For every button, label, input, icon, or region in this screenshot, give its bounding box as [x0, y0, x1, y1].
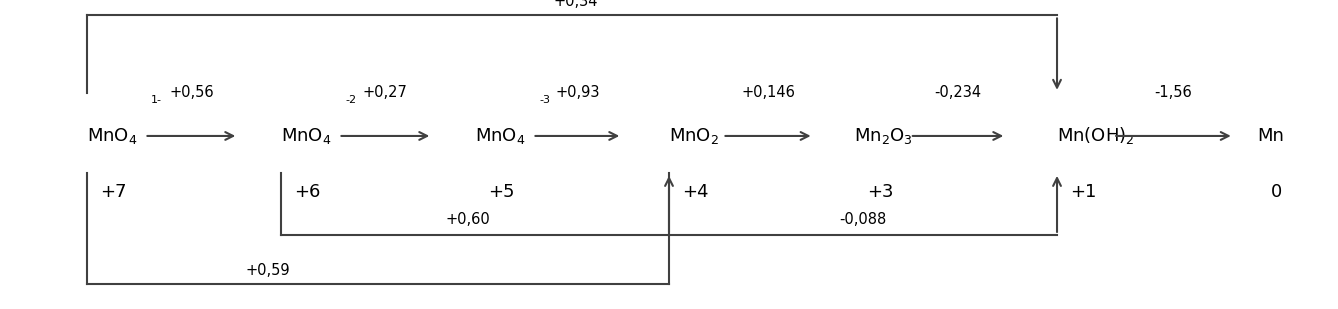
Text: +0,146: +0,146 — [741, 85, 795, 100]
Text: -0,234: -0,234 — [934, 85, 982, 100]
Text: 1-: 1- — [151, 95, 162, 105]
Text: +0,34: +0,34 — [553, 0, 598, 9]
Text: +0,56: +0,56 — [169, 85, 214, 100]
Text: MnO$_2$: MnO$_2$ — [669, 126, 719, 146]
Text: -0,088: -0,088 — [839, 212, 887, 227]
Text: MnO$_4$: MnO$_4$ — [475, 126, 526, 146]
Text: Mn$_2$O$_3$: Mn$_2$O$_3$ — [854, 126, 913, 146]
Text: +4: +4 — [682, 183, 709, 201]
Text: MnO$_4$: MnO$_4$ — [87, 126, 138, 146]
Text: Mn(OH)$_2$: Mn(OH)$_2$ — [1057, 125, 1135, 146]
Text: +5: +5 — [488, 183, 515, 201]
Text: +0,93: +0,93 — [555, 85, 599, 100]
Text: +0,59: +0,59 — [245, 263, 290, 278]
Text: +7: +7 — [100, 183, 127, 201]
Text: 0: 0 — [1271, 183, 1282, 201]
Text: +3: +3 — [867, 183, 894, 201]
Text: +1: +1 — [1070, 183, 1097, 201]
Text: +0,27: +0,27 — [363, 85, 408, 100]
Text: +0,60: +0,60 — [446, 212, 491, 227]
Text: -3: -3 — [539, 95, 550, 105]
Text: MnO$_4$: MnO$_4$ — [281, 126, 332, 146]
Text: -2: -2 — [345, 95, 356, 105]
Text: +6: +6 — [294, 183, 321, 201]
Text: Mn: Mn — [1258, 127, 1284, 145]
Text: -1,56: -1,56 — [1155, 85, 1192, 100]
